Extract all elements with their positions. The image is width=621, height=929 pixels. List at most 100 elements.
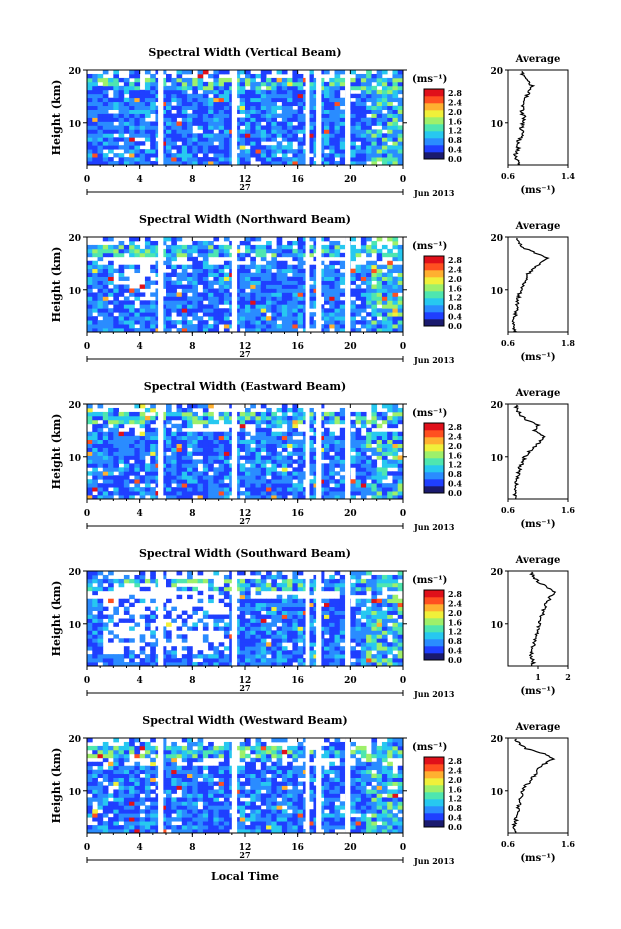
heatmap-cell	[334, 443, 341, 448]
heatmap-cell	[87, 471, 93, 476]
heatmap-cell	[192, 304, 198, 309]
heatmap-cell	[266, 606, 272, 611]
heatmap-cell	[202, 260, 209, 266]
heatmap-cell	[213, 467, 220, 472]
heatmap-cell	[108, 288, 114, 293]
heatmap-cell	[118, 248, 125, 254]
heatmap-cell	[350, 646, 356, 651]
heatmap-cell	[202, 578, 209, 584]
heatmap-cell	[318, 268, 325, 274]
heatmap-cell	[208, 582, 214, 588]
heatmap-cell	[260, 157, 267, 162]
heatmap-cell	[334, 491, 341, 496]
heatmap-cell	[144, 475, 151, 480]
heatmap-cell	[213, 650, 220, 655]
heatmap-cell	[381, 654, 388, 659]
heatmap-cell	[276, 284, 283, 289]
x-tick-label: 16	[291, 676, 304, 686]
heatmap-cell	[102, 658, 109, 663]
heatmap-cell	[397, 455, 404, 460]
heatmap-cell	[334, 451, 341, 456]
heatmap-cell	[324, 101, 330, 107]
heatmap-cell	[381, 650, 388, 655]
heatmap-cell	[97, 606, 104, 611]
heatmap-cell	[171, 153, 177, 158]
heatmap-cell	[381, 284, 388, 289]
heatmap-cell	[371, 129, 378, 134]
heatmap-cell	[297, 85, 304, 91]
heatmap-cell	[113, 439, 119, 444]
heatmap-cell	[239, 97, 246, 103]
heatmap-cell	[176, 475, 183, 480]
heatmap-cell	[197, 475, 204, 480]
heatmap-cell	[139, 125, 146, 130]
heatmap-cell	[287, 137, 293, 142]
heatmap-cell	[102, 276, 109, 281]
heatmap-cell	[339, 427, 346, 433]
heatmap-cell	[171, 268, 177, 274]
heatmap-cell	[202, 129, 209, 134]
heatmap-cell	[324, 602, 330, 608]
heatmap-cell	[134, 578, 141, 584]
heatmap-cell	[387, 300, 393, 305]
heatmap-cell	[334, 602, 341, 608]
heatmap-cell	[387, 658, 393, 663]
heatmap-cell	[318, 133, 325, 138]
heatmap-cell	[297, 129, 304, 134]
heatmap-cell	[166, 109, 172, 114]
heatmap-cell	[387, 117, 393, 122]
heatmap-cell	[192, 101, 198, 107]
heatmap-cell	[181, 89, 188, 95]
heatmap-cell	[123, 113, 130, 118]
heatmap-cell	[376, 101, 383, 107]
heatmap-cell	[129, 447, 135, 452]
heatmap-cell	[118, 658, 125, 663]
heatmap-cell	[187, 471, 193, 476]
heatmap-cell	[381, 300, 388, 305]
heatmap-cell	[245, 304, 251, 309]
heatmap-cell	[134, 121, 141, 126]
heatmap-cell	[250, 284, 256, 289]
heatmap-cell	[160, 137, 167, 142]
heatmap-cell	[381, 276, 388, 281]
heatmap-cell	[123, 316, 130, 321]
heatmap-cell	[87, 296, 93, 301]
heatmap-cell	[392, 89, 399, 95]
heatmap-cell	[87, 634, 93, 639]
heatmap-cell	[113, 407, 119, 413]
heatmap-cell	[192, 312, 198, 317]
heatmap-cell	[387, 435, 393, 441]
heatmap-cell	[329, 93, 335, 99]
heatmap-cell	[392, 423, 399, 429]
heatmap-cell	[192, 491, 198, 496]
heatmap-cell	[366, 483, 372, 488]
heatmap-cell	[292, 571, 299, 576]
heatmap-cell	[387, 320, 393, 325]
heatmap-cell	[292, 483, 299, 488]
heatmap-cell	[197, 300, 204, 305]
heatmap-cell	[97, 578, 104, 584]
heatmap-cell	[350, 70, 356, 75]
heatmap-cell	[255, 467, 262, 472]
heatmap-cell	[260, 153, 267, 158]
heatmap-cell	[144, 244, 151, 250]
heatmap-cell	[197, 149, 204, 154]
heatmap-cell	[392, 626, 399, 631]
heatmap-cell	[218, 93, 225, 99]
heatmap-cell	[218, 161, 225, 166]
heatmap-cell	[397, 571, 404, 576]
heatmap-cell	[192, 240, 198, 246]
heatmap-cell	[176, 113, 183, 118]
heatmap-cell	[87, 125, 93, 130]
heatmap-cell	[324, 81, 330, 87]
heatmap-cell	[197, 571, 204, 576]
heatmap-cell	[213, 145, 220, 150]
heatmap-cell	[339, 439, 346, 444]
avg-x-label: (ms⁻¹)	[520, 185, 555, 196]
heatmap-cell	[271, 284, 277, 289]
heatmap-cell	[297, 598, 304, 604]
heatmap-cell	[176, 97, 183, 103]
heatmap-cell	[150, 471, 156, 476]
heatmap-cell	[187, 328, 193, 333]
avg-y-tick-label: 10	[490, 120, 503, 130]
